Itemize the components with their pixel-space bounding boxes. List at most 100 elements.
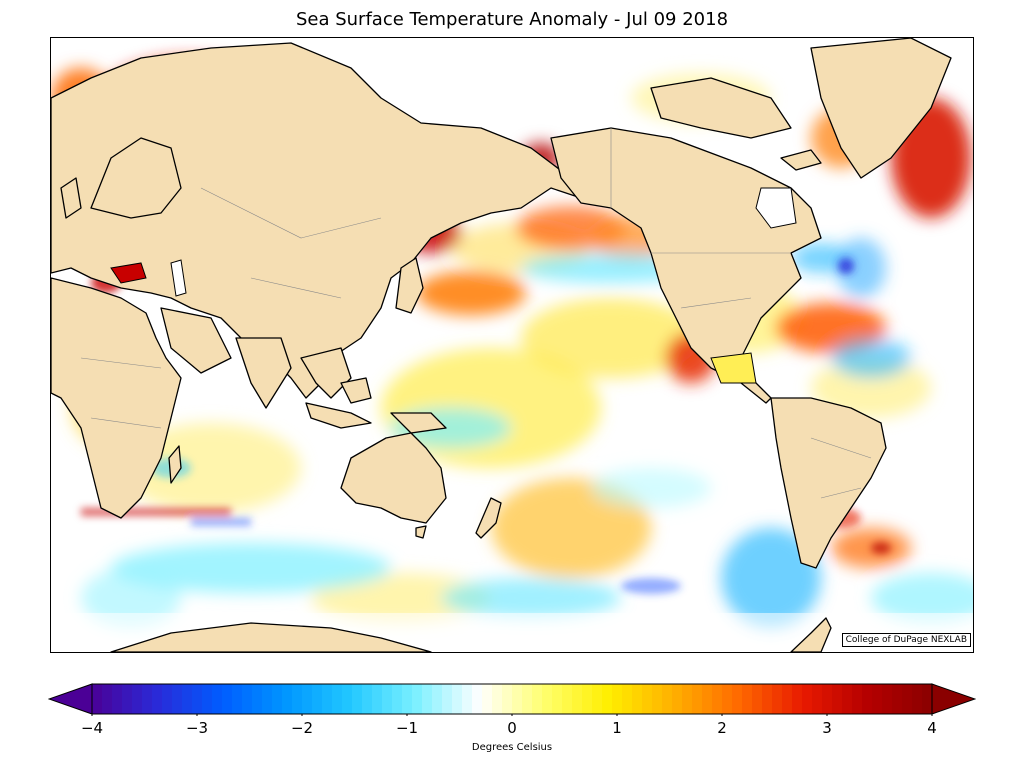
colorbar-cell [302,684,313,714]
colorbar-cell [332,684,343,714]
colorbar-cell [272,684,283,714]
colorbar-cell [612,684,623,714]
tasmania-landmass [415,525,427,539]
colorbar-tick-label: 2 [717,719,727,737]
colorbar-cell [222,684,233,714]
colorbar-cell [292,684,303,714]
colorbar-cell [432,684,443,714]
colorbar-cell [422,684,433,714]
black-sea [110,262,147,284]
colorbar-cell [752,684,763,714]
southeast-asia-landmass [300,347,352,399]
colorbar-cell [572,684,583,714]
colorbar-cell [352,684,363,714]
colorbar-cell [902,684,913,714]
colorbar-cell [562,684,573,714]
colorbar-cell [712,684,723,714]
colorbar-cell [652,684,663,714]
colorbar-cell [862,684,873,714]
colorbar-tick-label: 1 [612,719,622,737]
colorbar-tick-label: −3 [185,719,209,737]
colorbar-cell [892,684,903,714]
credit-label: College of DuPage NEXLAB [841,633,971,647]
indonesia-landmass [305,402,372,429]
japan-landmass [395,257,424,314]
colorbar-cell [202,684,213,714]
colorbar-cell [372,684,383,714]
colorbar-cell [462,684,473,714]
colorbar-cell [682,684,693,714]
colorbar-cell [132,684,143,714]
colorbar-tick-label: −2 [290,719,314,737]
colorbar-cell [662,684,673,714]
colorbar-cell [212,684,223,714]
colorbar-cell [482,684,493,714]
new-guinea-landmass [390,412,447,434]
colorbar-cell [822,684,833,714]
scandinavia-landmass [90,137,182,219]
colorbar-cell [802,684,813,714]
caspian-sea [170,259,187,297]
south-america-landmass [770,397,887,569]
colorbar-cell [552,684,563,714]
colorbar-cell [312,684,323,714]
colorbar-cell [722,684,733,714]
colorbar-cell [762,684,773,714]
colorbar-cell [242,684,253,714]
colorbar-cell [322,684,333,714]
colorbar-cell [502,684,513,714]
colorbar-cell [142,684,153,714]
colorbar [48,683,976,716]
antarctica-landmass [110,622,432,652]
colorbar-cell [882,684,893,714]
greenland-landmass [810,38,952,179]
colorbar-cell [402,684,413,714]
colorbar-cell [782,684,793,714]
britain-landmass [60,177,82,219]
colorbar-cell [162,684,173,714]
land-masses [51,38,952,652]
colorbar-cell [672,684,683,714]
colorbar-cell [792,684,803,714]
hudson-bay [755,187,797,229]
colorbar-cell [632,684,643,714]
colorbar-cells [92,684,933,714]
colorbar-cell [122,684,133,714]
colorbar-ticks [91,714,933,716]
madagascar-landmass [168,445,182,484]
colorbar-cell [192,684,203,714]
colorbar-cell [172,684,183,714]
colorbar-label: Degrees Celsius [471,742,553,753]
inland-water [110,187,797,384]
colorbar-cell [92,684,103,714]
colorbar-cell [232,684,243,714]
colorbar-tick-label: 0 [507,719,517,737]
colorbar-cell [442,684,453,714]
gulf-of-mexico [710,352,757,384]
colorbar-cell [602,684,613,714]
colorbar-cell [102,684,113,714]
colorbar-max-extension [931,683,976,715]
colorbar-tick-label: −4 [80,719,104,737]
india-landmass [235,337,292,409]
colorbar-cell [742,684,753,714]
colorbar-cell [262,684,273,714]
antarctic-peninsula [790,617,832,652]
colorbar-cell [582,684,593,714]
colorbar-cell [512,684,523,714]
colorbar-cell [112,684,123,714]
colorbar-cell [542,684,553,714]
colorbar-cell [282,684,293,714]
colorbar-tick-label: 4 [927,719,937,737]
colorbar-cell [692,684,703,714]
sst-anomaly-map: College of DuPage NEXLAB [50,37,974,653]
colorbar-cell [532,684,543,714]
colorbar-cell [852,684,863,714]
borneo-landmass [340,377,372,404]
colorbar-cell [702,684,713,714]
colorbar-cell [472,684,483,714]
canadian-arctic-islands [650,77,792,139]
colorbar-cell [452,684,463,714]
new-zealand-landmass [475,497,502,539]
colorbar-tick-label: −1 [395,719,419,737]
